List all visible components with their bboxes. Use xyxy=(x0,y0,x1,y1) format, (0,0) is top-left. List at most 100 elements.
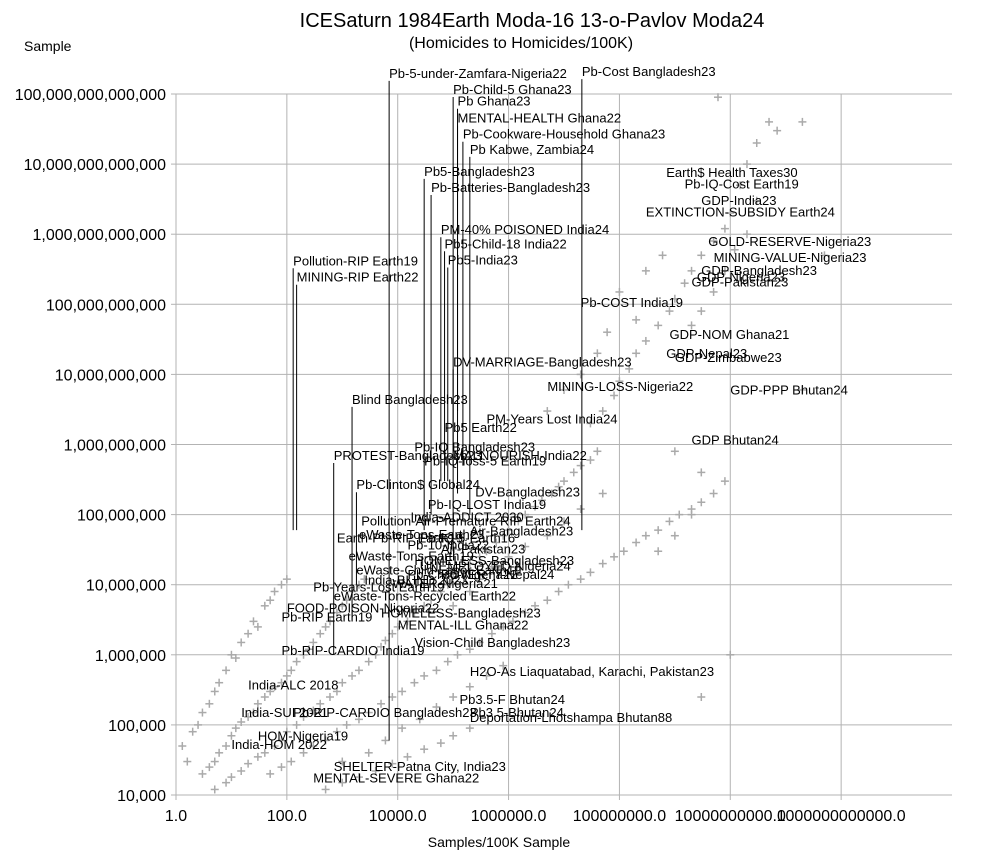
data-point xyxy=(670,447,679,456)
data-point xyxy=(338,778,347,787)
annotation-label: eWaste-Tons-Earth19 xyxy=(349,549,474,564)
data-point xyxy=(316,629,325,638)
annotation-label: eWaste-Tons-Earth23 xyxy=(359,527,484,542)
data-point xyxy=(188,727,197,736)
data-point xyxy=(475,575,484,584)
data-point xyxy=(687,510,696,519)
data-point xyxy=(569,468,578,477)
data-point xyxy=(726,209,735,218)
annotation-label: Pb-IQ-Cost Earth19 xyxy=(685,176,799,191)
x-tick-label: 1000000.0 xyxy=(471,808,547,825)
data-point xyxy=(410,678,419,687)
annotation-label: India-SUI 2021 xyxy=(241,705,328,720)
data-point xyxy=(449,693,458,702)
data-point xyxy=(593,349,602,358)
data-point xyxy=(178,742,187,751)
x-tick-label: 10000.0 xyxy=(369,808,427,825)
data-point xyxy=(487,562,496,571)
data-point xyxy=(338,678,347,687)
data-point xyxy=(531,502,540,511)
annotation-label: MALNOURISH-India22 xyxy=(453,448,587,463)
data-point xyxy=(321,785,330,794)
data-point xyxy=(253,622,262,631)
annotation-label: MINING-LOSS-Nigeria22 xyxy=(547,379,693,394)
data-point xyxy=(210,785,219,794)
data-point xyxy=(436,739,445,748)
data-point xyxy=(720,266,729,275)
data-point xyxy=(205,699,214,708)
annotation-label: Pb Ghana23 xyxy=(458,94,531,109)
data-point xyxy=(482,547,491,556)
data-point xyxy=(665,517,674,526)
data-point xyxy=(598,407,607,416)
y-tick-label: 1,000,000,000 xyxy=(64,438,166,455)
data-point xyxy=(543,531,552,540)
annotation-labels: Pb-5-under-Zamfara-Nigeria22 Pb-Cost Bang… xyxy=(231,64,871,786)
data-point xyxy=(576,461,585,470)
data-point xyxy=(277,580,286,589)
data-point xyxy=(576,575,585,584)
data-point xyxy=(342,720,351,729)
data-point xyxy=(752,196,761,205)
data-point xyxy=(270,682,279,691)
data-point xyxy=(560,517,568,526)
data-point xyxy=(742,230,751,239)
data-point xyxy=(215,748,224,757)
data-point xyxy=(287,757,296,766)
data-point xyxy=(449,601,458,610)
data-point xyxy=(465,682,474,691)
data-point xyxy=(658,251,667,260)
data-point xyxy=(260,601,269,610)
annotation-label: Pb-Batteries-Bangladesh23 xyxy=(431,180,590,195)
data-point xyxy=(458,566,467,575)
annotation-label: PROTEST-Bangladesh23 xyxy=(334,448,482,463)
data-point xyxy=(393,622,402,631)
data-point xyxy=(304,645,313,654)
annotation-label: Vision-Child Bangladesh23 xyxy=(414,635,570,650)
annotation-label: SHELTER-Patna City, India23 xyxy=(334,759,506,774)
annotation-label: Pb3.5-F Bhutan24 xyxy=(459,692,565,707)
y-tick-label: 100,000 xyxy=(108,718,166,735)
data-point xyxy=(388,629,397,638)
data-point xyxy=(270,587,279,596)
x-tick-label: 1.0 xyxy=(165,808,187,825)
data-point xyxy=(465,587,474,596)
annotation-label: H2O-As Liaquatabad, Karachi, Pakistan23 xyxy=(470,664,714,679)
data-point xyxy=(632,349,641,358)
y-tick-label: 10,000,000 xyxy=(86,578,166,595)
data-point xyxy=(641,531,650,540)
data-point xyxy=(487,629,496,638)
data-point xyxy=(249,617,258,626)
data-point xyxy=(266,687,275,696)
data-point xyxy=(371,766,380,775)
data-point xyxy=(325,693,334,702)
annotation-label: FOOD-POISON-Nigeria22 xyxy=(287,601,439,616)
data-point xyxy=(381,636,390,645)
annotation-label: Blind Bangladesh23 xyxy=(352,392,468,407)
data-point xyxy=(231,724,240,733)
data-point xyxy=(316,699,325,708)
data-point xyxy=(482,671,491,680)
data-point xyxy=(543,596,552,605)
data-point xyxy=(244,629,253,638)
y-tick-label: 10,000,000,000 xyxy=(55,367,166,384)
data-point xyxy=(475,552,484,561)
data-point xyxy=(543,407,552,416)
annotation-label: Pollution-RIP Earth19 xyxy=(293,253,418,268)
data-point xyxy=(388,759,397,768)
data-point xyxy=(603,328,612,337)
data-point xyxy=(436,587,445,596)
annotation-label: GDP-PPP Bhutan24 xyxy=(730,382,848,397)
annotation-label: MINING-VALUE-Nigeria23 xyxy=(714,250,867,265)
x-tick-label: 10000000000.0 xyxy=(675,808,786,825)
annotation-label: POVERTY-Nepal24 xyxy=(441,567,554,582)
data-point xyxy=(443,657,452,666)
y-tick-label: 100,000,000,000 xyxy=(46,297,166,314)
data-point xyxy=(198,769,207,778)
data-point xyxy=(619,547,628,556)
data-points xyxy=(178,93,829,794)
annotation-label: Pb5-Bangladesh23 xyxy=(424,164,535,179)
annotation-label: eWaste-Child-Labor-Earth19 xyxy=(356,562,521,577)
data-point xyxy=(521,542,530,551)
data-point xyxy=(415,715,424,724)
